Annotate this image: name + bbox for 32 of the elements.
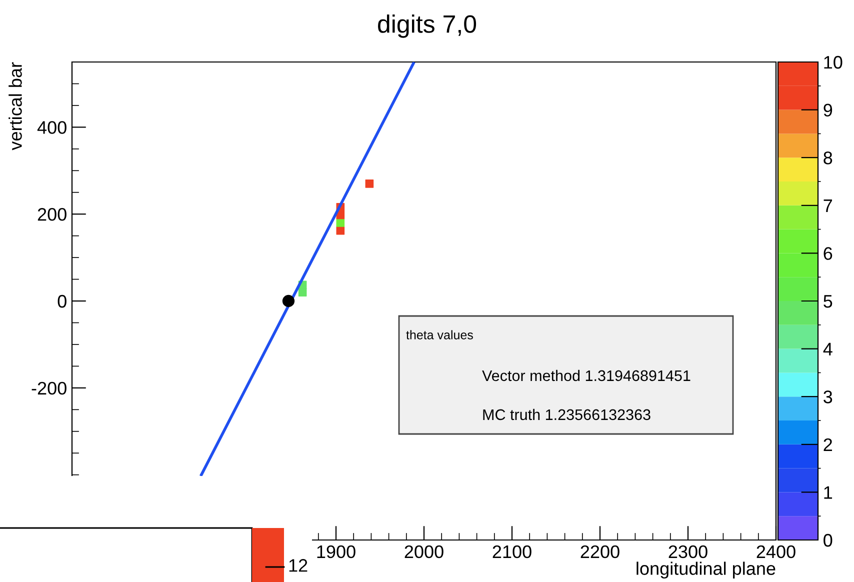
x-axis-title: longitudinal plane [636, 562, 776, 579]
point [282, 294, 295, 308]
point [336, 226, 345, 235]
x-tick-label: 2000 [404, 545, 444, 558]
y-tick-label: -200 [32, 382, 66, 395]
x-tick-label: 2300 [668, 545, 708, 558]
y-axis-title: vertical bar [8, 62, 22, 150]
color-bar-label: 5 [824, 295, 832, 308]
x-tick-label: 1900 [317, 545, 356, 558]
color-bar-label: 7 [824, 200, 832, 212]
color-bar-label: 0 [824, 534, 832, 547]
color-bar-label: 2 [824, 438, 832, 451]
point [365, 180, 374, 188]
color-bar-label: 3 [824, 390, 832, 404]
color-bar-label: 6 [824, 247, 832, 260]
chart-title: digits 7,0 [378, 14, 476, 38]
color-bar-label: 10 [824, 56, 842, 69]
color-bar-label: 8 [824, 152, 832, 164]
point [336, 218, 345, 227]
color-bar-label: 4 [823, 342, 832, 356]
annotation: theta values [406, 330, 473, 340]
text: 12 [289, 559, 308, 572]
y-tick-label: 0 [58, 294, 66, 308]
y-tick-label: 200 [38, 208, 66, 221]
y-tick-label: 400 [37, 121, 66, 134]
annotation: MC truth 1.23566132363 [483, 408, 650, 420]
color-bar-label: 9 [824, 104, 832, 117]
x-tick-label: 2100 [492, 545, 532, 558]
x-tick-label: 2400 [756, 545, 796, 558]
annotation: Vector method 1.31946891451 [482, 370, 690, 382]
x-tick-label: 2200 [580, 545, 620, 558]
color-bar-label: 1 [824, 486, 832, 499]
